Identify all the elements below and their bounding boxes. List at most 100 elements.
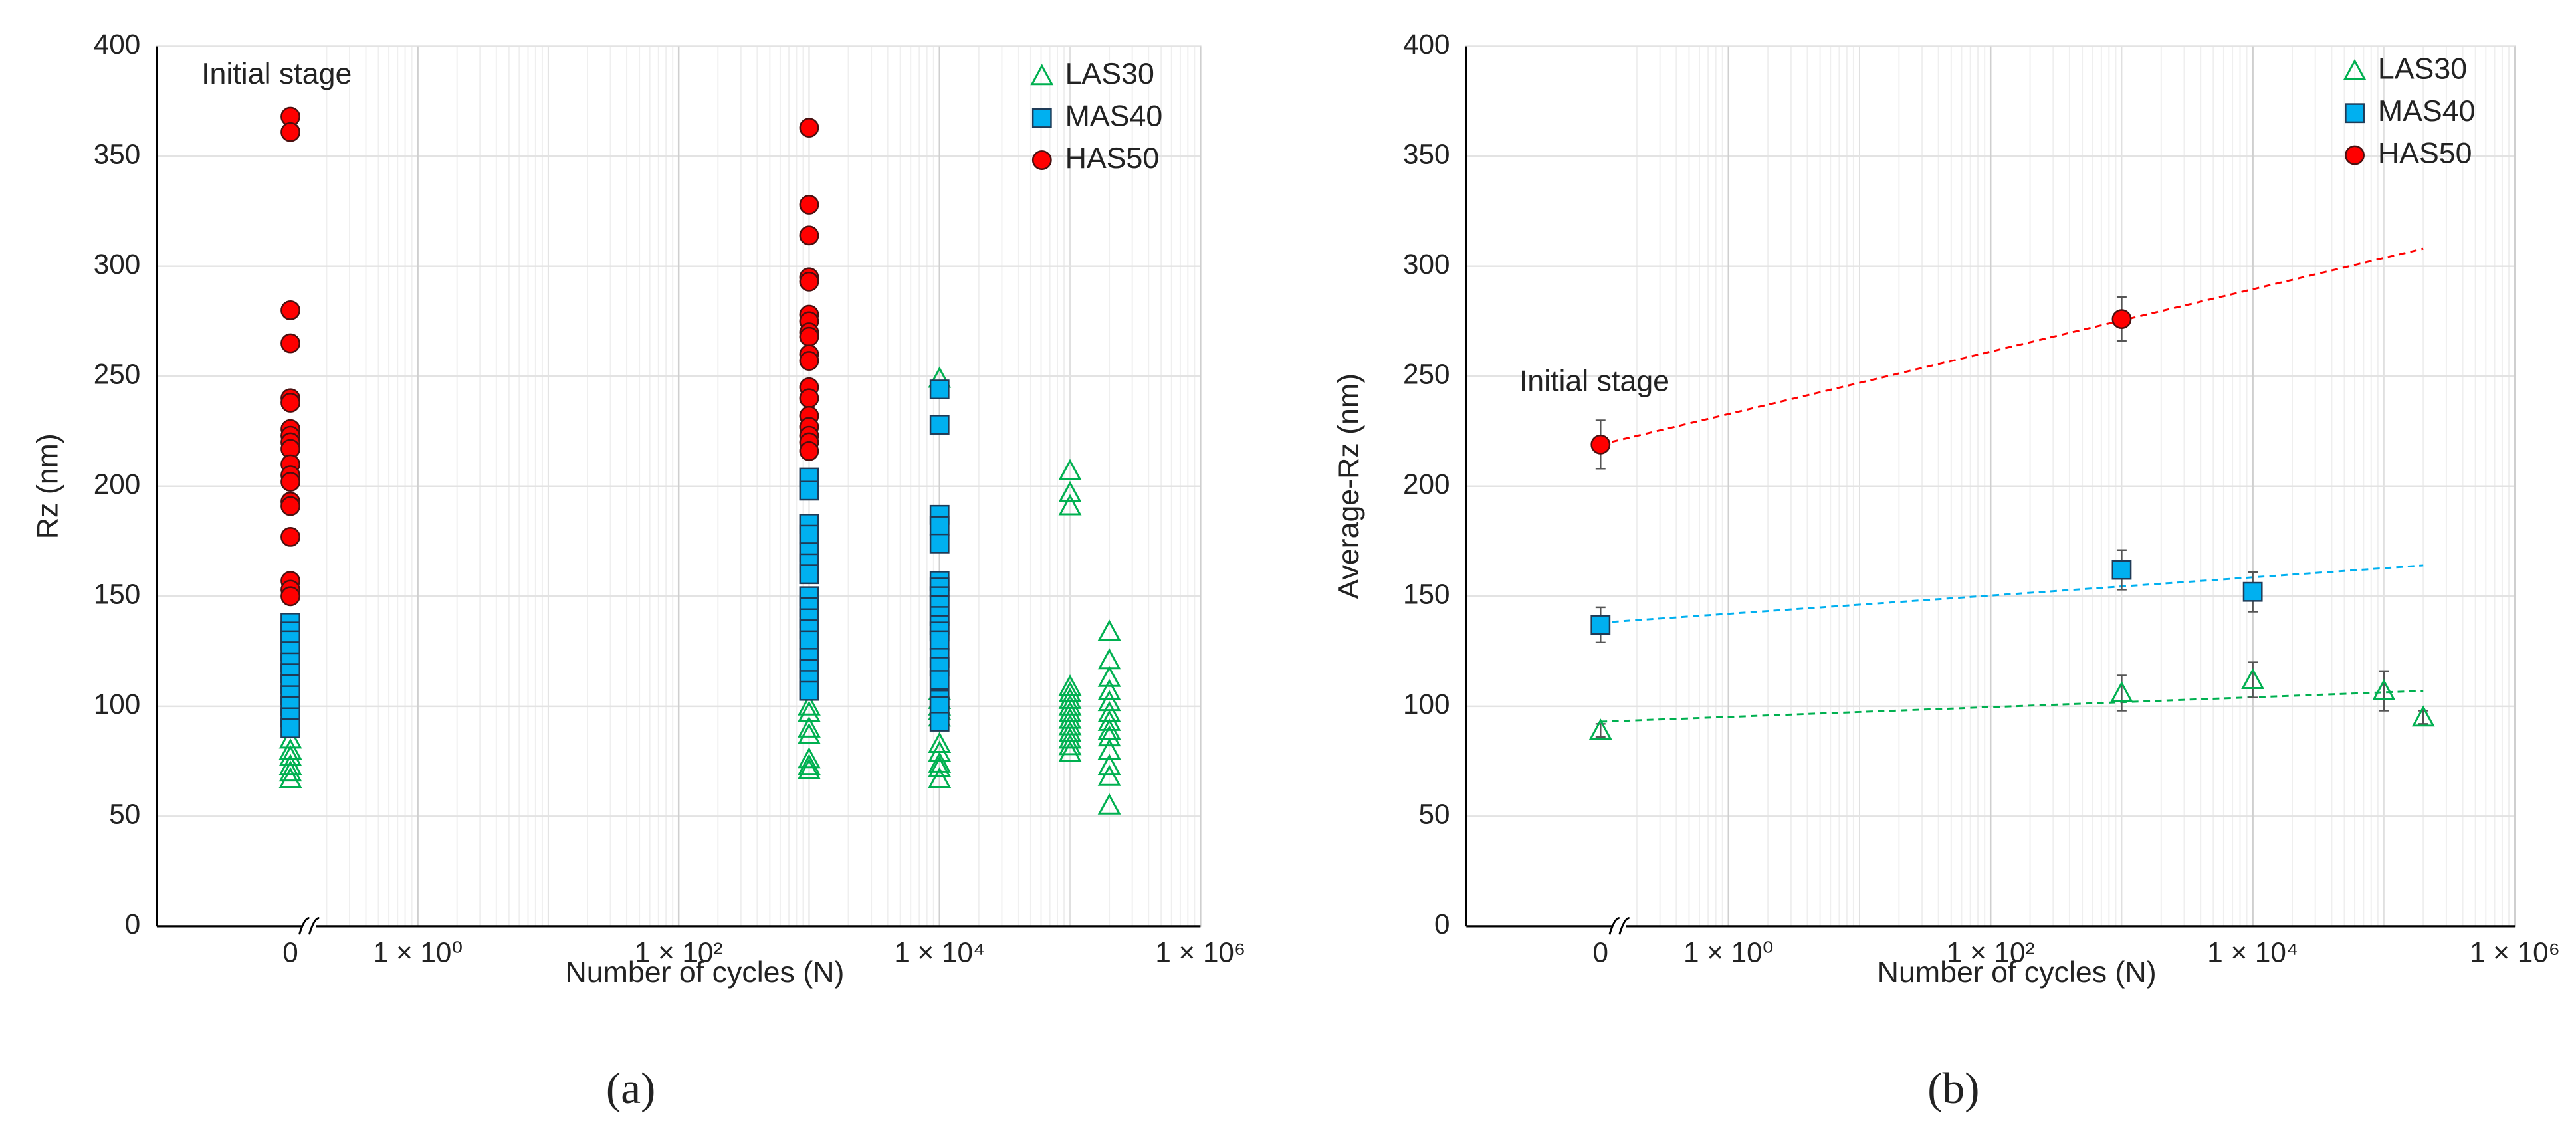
data-point bbox=[799, 480, 819, 501]
legend-marker bbox=[2343, 58, 2367, 80]
y-tick-label: 100 bbox=[1403, 688, 1449, 720]
data-point bbox=[928, 751, 952, 773]
data-point bbox=[799, 118, 819, 138]
legend-label: LAS30 bbox=[2378, 53, 2467, 86]
annotation: Initial stage bbox=[201, 58, 352, 90]
x-tick-label: 1 × 10⁰ bbox=[1683, 936, 1773, 968]
data-point bbox=[2372, 678, 2396, 700]
data-point bbox=[1097, 709, 1121, 731]
data-point bbox=[799, 680, 819, 701]
data-point bbox=[1097, 619, 1121, 641]
data-point bbox=[799, 524, 819, 545]
legend-label: LAS30 bbox=[1065, 58, 1154, 90]
data-point bbox=[928, 740, 952, 762]
x-tick-label: 1 × 10⁴ bbox=[2207, 936, 2298, 968]
data-point bbox=[798, 694, 821, 716]
legend-marker bbox=[2345, 103, 2365, 124]
error-bar bbox=[1595, 723, 1606, 738]
data-point bbox=[929, 630, 950, 651]
data-point bbox=[278, 767, 302, 789]
x-tick-label: 0 bbox=[282, 936, 298, 968]
data-point bbox=[278, 760, 302, 782]
y-tick-label: 0 bbox=[125, 908, 140, 940]
x-axis-label: Number of cycles (N) bbox=[1878, 956, 2157, 989]
legend-marker bbox=[1031, 150, 1052, 170]
y-tick-label: 350 bbox=[94, 138, 140, 169]
data-point bbox=[929, 712, 950, 732]
y-tick-label: 400 bbox=[94, 29, 140, 60]
data-point bbox=[798, 700, 821, 722]
y-tick-label: 50 bbox=[109, 799, 140, 830]
data-point bbox=[1097, 793, 1121, 815]
data-point bbox=[798, 716, 821, 738]
y-tick-label: 150 bbox=[1403, 578, 1449, 609]
data-point bbox=[1097, 665, 1121, 687]
axis-break bbox=[298, 916, 320, 935]
x-axis-label: Number of cycles (N) bbox=[565, 956, 844, 989]
data-point bbox=[1058, 459, 1082, 480]
y-tick-label: 0 bbox=[1434, 908, 1449, 940]
data-point bbox=[929, 670, 950, 690]
data-point bbox=[1058, 740, 1082, 762]
data-point bbox=[799, 351, 819, 371]
data-point bbox=[1058, 734, 1082, 756]
x-tick-label: 1 × 10² bbox=[1947, 936, 2035, 968]
data-point bbox=[798, 747, 821, 769]
data-point bbox=[2411, 705, 2435, 727]
data-point bbox=[799, 441, 819, 461]
data-point bbox=[798, 758, 821, 779]
caption: (b) bbox=[1927, 1063, 1979, 1113]
data-point bbox=[929, 533, 950, 554]
data-point bbox=[928, 767, 952, 789]
x-tick-label: 1 × 10⁰ bbox=[373, 936, 463, 968]
data-point bbox=[799, 564, 819, 585]
data-point bbox=[929, 379, 950, 399]
data-point bbox=[280, 718, 300, 738]
data-point bbox=[278, 744, 302, 766]
y-tick-label: 150 bbox=[94, 578, 140, 609]
data-point bbox=[1097, 725, 1121, 747]
data-point bbox=[2111, 560, 2132, 580]
data-point bbox=[1097, 764, 1121, 786]
y-tick-label: 250 bbox=[1403, 358, 1449, 389]
caption: (a) bbox=[606, 1063, 655, 1113]
trend-line bbox=[1600, 564, 2424, 624]
data-point bbox=[799, 326, 819, 347]
x-tick-label: 1 × 10⁶ bbox=[2470, 936, 2560, 968]
trend-line bbox=[1600, 690, 2424, 723]
data-point bbox=[280, 333, 300, 354]
x-tick-label: 1 × 10⁴ bbox=[894, 936, 985, 968]
data-point bbox=[799, 388, 819, 409]
trend-line bbox=[1600, 247, 2424, 446]
data-point bbox=[1097, 738, 1121, 760]
data-point bbox=[1588, 718, 1612, 740]
data-point bbox=[278, 738, 302, 760]
data-point bbox=[2242, 581, 2263, 602]
legend-label: MAS40 bbox=[1065, 100, 1163, 133]
data-point bbox=[280, 526, 300, 547]
annotation: Initial stage bbox=[1519, 365, 1669, 397]
data-point bbox=[1058, 727, 1082, 749]
y-tick-label: 300 bbox=[1403, 249, 1449, 280]
data-point bbox=[1590, 434, 1611, 455]
data-point bbox=[798, 754, 821, 775]
data-point bbox=[2111, 309, 2132, 330]
y-tick-label: 200 bbox=[94, 468, 140, 500]
y-tick-label: 400 bbox=[1403, 29, 1449, 60]
y-axis-label: Rz (nm) bbox=[31, 433, 64, 539]
legend-label: MAS40 bbox=[2378, 95, 2476, 128]
axis-break bbox=[1608, 916, 1630, 935]
data-point bbox=[799, 225, 819, 246]
x-tick-label: 0 bbox=[1593, 936, 1608, 968]
y-tick-label: 350 bbox=[1403, 138, 1449, 169]
y-axis-label: Average-Rz (nm) bbox=[1333, 373, 1365, 599]
y-tick-label: 50 bbox=[1419, 799, 1450, 830]
data-point bbox=[280, 586, 300, 607]
legend-label: HAS50 bbox=[1065, 142, 1160, 175]
data-point bbox=[928, 756, 952, 777]
legend-marker bbox=[2345, 145, 2365, 165]
legend-marker bbox=[1030, 64, 1054, 86]
data-point bbox=[799, 271, 819, 292]
